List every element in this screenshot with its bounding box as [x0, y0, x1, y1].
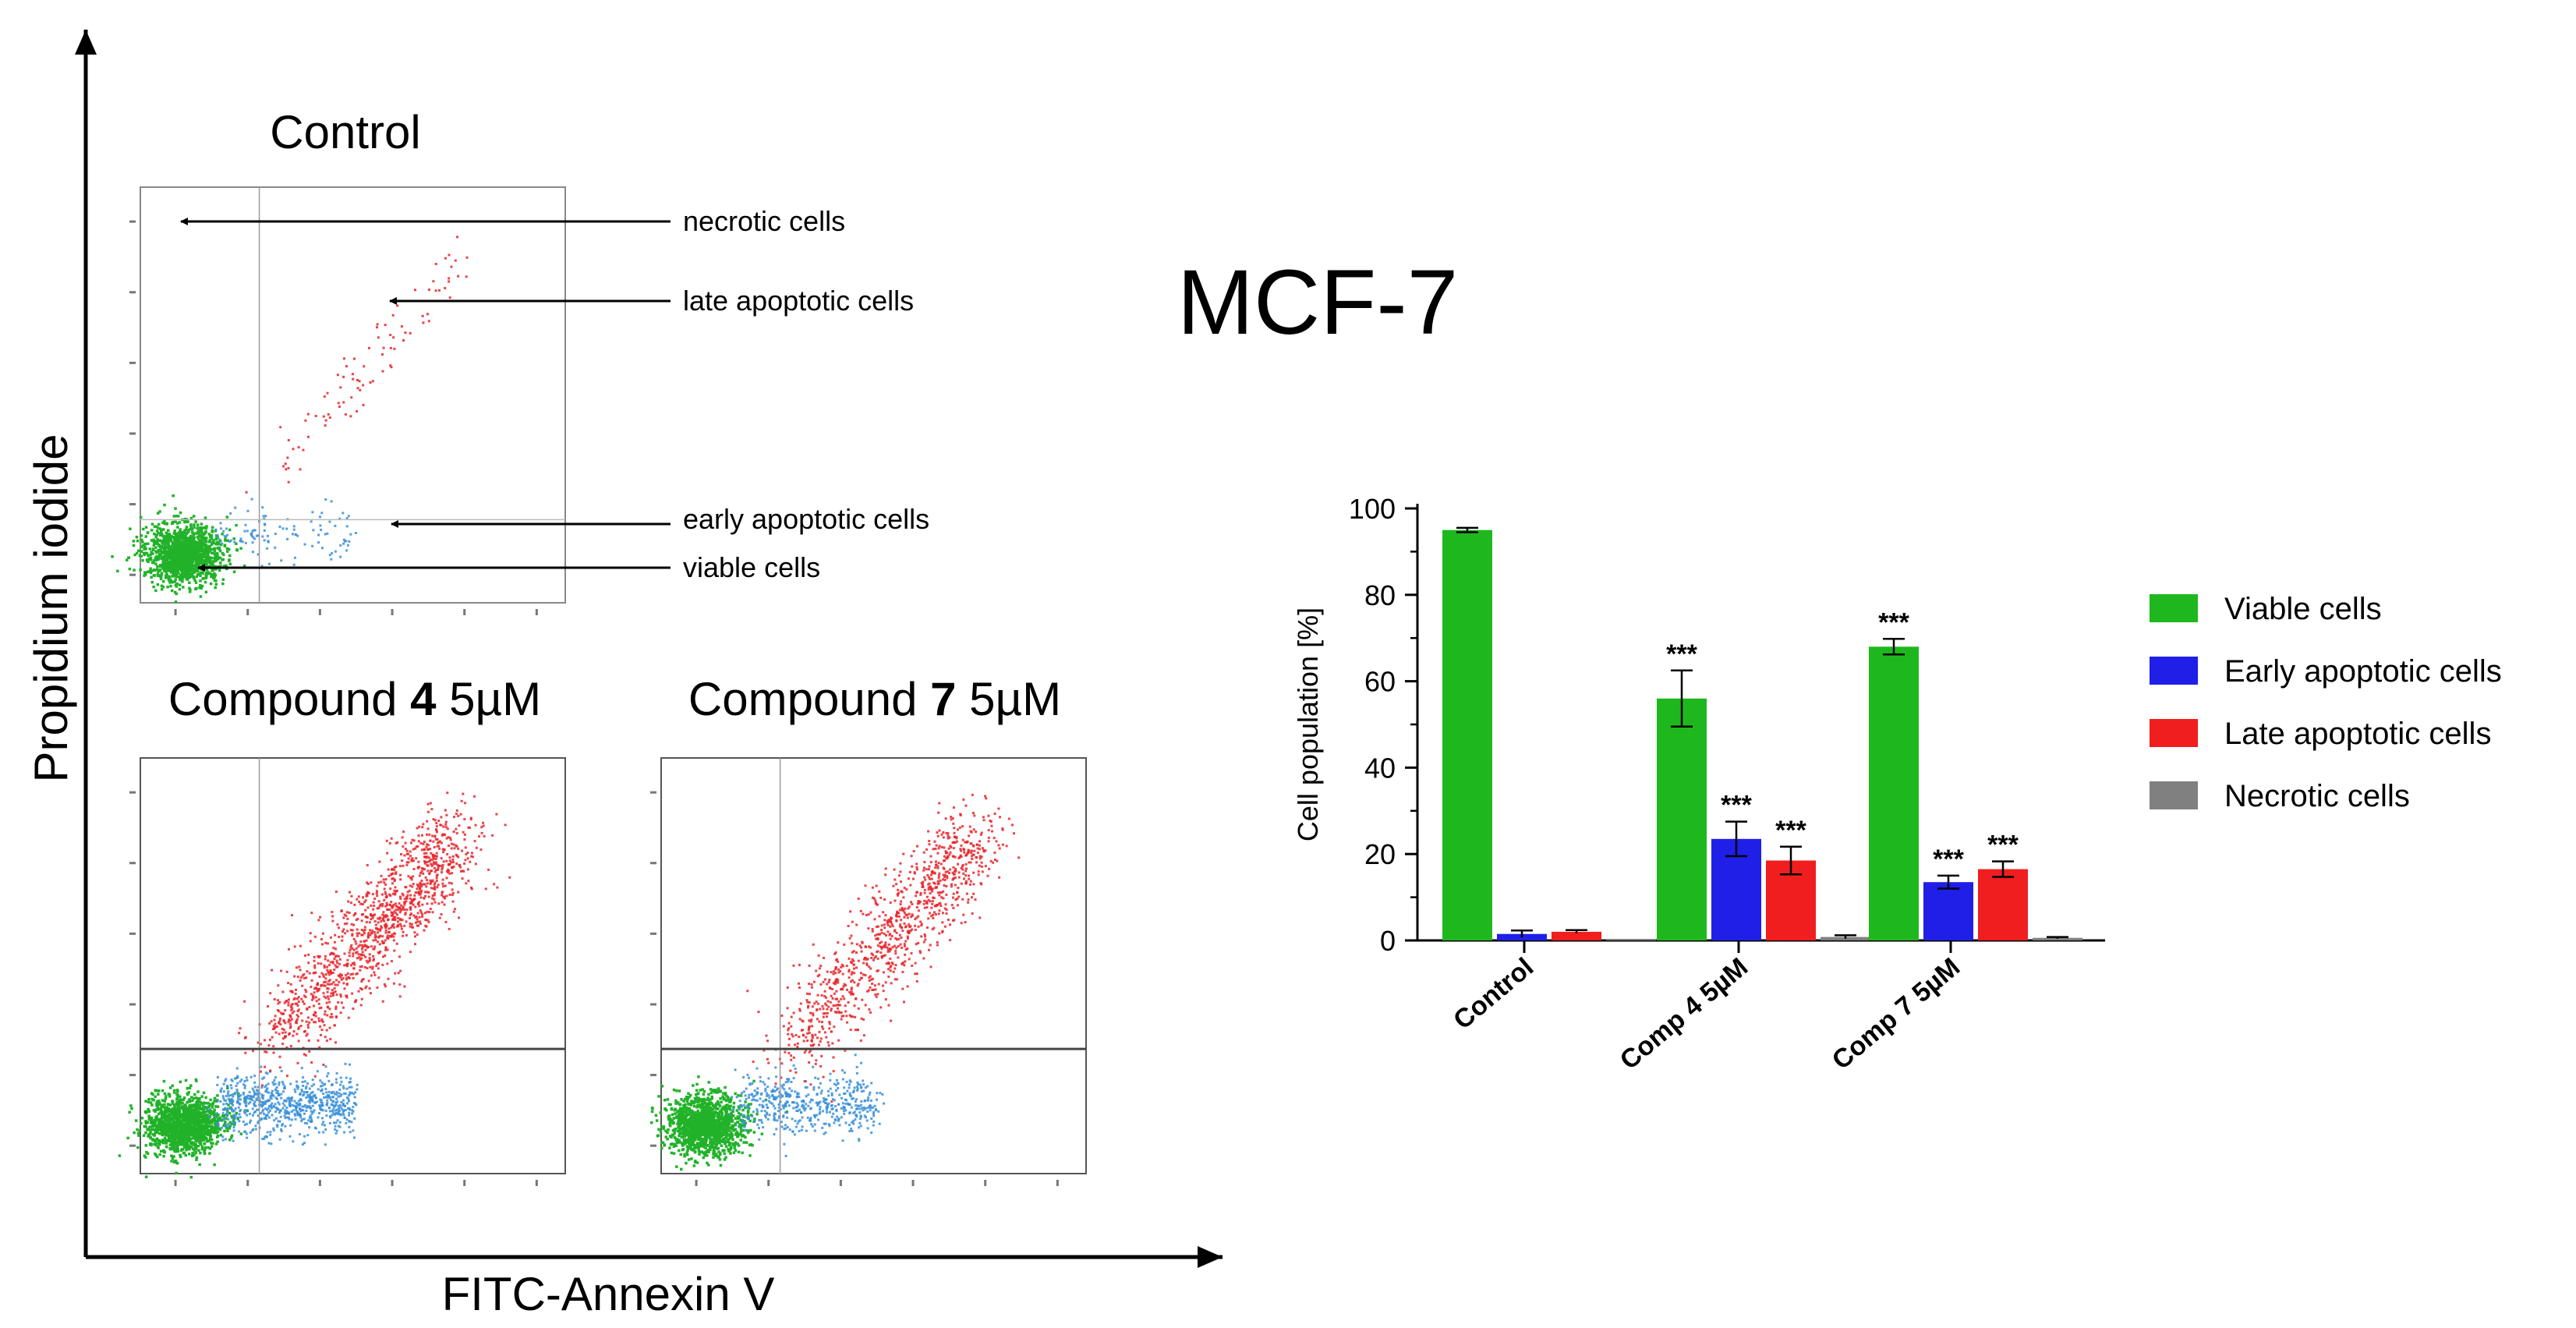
significance-label: ***: [1775, 816, 1806, 845]
label-early-apoptotic-cells: early apoptotic cells: [683, 503, 929, 535]
legend-swatch: [2150, 719, 2198, 747]
legend-swatch: [2150, 594, 2198, 622]
y-tick-label: 100: [1349, 493, 1396, 525]
panel-title-compound-4: Compound 4 5µM: [168, 673, 541, 725]
significance-label: ***: [1933, 845, 1964, 874]
panel-title-compound-7: Compound 7 5µM: [688, 673, 1061, 725]
bar: [1923, 882, 1973, 940]
significance-label: ***: [1721, 791, 1752, 820]
bar: [1869, 646, 1919, 940]
y-axis-label: Cell population [%]: [1292, 607, 1324, 841]
bar-chart: 0 20 40 60 80 100 Cell population [%] *** *** ***…: [1292, 493, 2502, 1075]
y-tick-label: 20: [1364, 838, 1396, 870]
significance-label: ***: [1878, 607, 1909, 637]
y-tick-label: 0: [1380, 925, 1396, 957]
dot-plot-compound-7: [650, 758, 1086, 1186]
legend-label: Necrotic cells: [2224, 779, 2410, 813]
label-late-apoptotic-cells: late apoptotic cells: [683, 285, 914, 317]
y-tick-label: 80: [1364, 579, 1396, 611]
bar: [1657, 699, 1707, 940]
figure-title: MCF-7: [1177, 251, 1459, 354]
legend-swatch: [2150, 657, 2198, 685]
label-necrotic-cells: necrotic cells: [683, 205, 845, 237]
legend-label: Viable cells: [2224, 592, 2382, 626]
dot-plot-control: [111, 187, 565, 615]
dot-plot-compound-4: [119, 758, 565, 1186]
label-viable-cells: viable cells: [683, 551, 820, 583]
legend-label: Late apoptotic cells: [2224, 717, 2491, 751]
panel-title-control: Control: [270, 106, 420, 158]
bar: [1978, 869, 2028, 940]
bar: [1606, 939, 1656, 940]
bar: [1442, 530, 1492, 940]
legend-swatch: [2150, 781, 2198, 809]
significance-label: ***: [1666, 639, 1697, 669]
significance-label: ***: [1987, 830, 2019, 860]
x-tick-label: Comp 7 5µM: [1827, 952, 1966, 1075]
y-tick-label: 40: [1364, 752, 1396, 784]
x-tick-label: Control: [1448, 952, 1539, 1036]
y-tick-label: 60: [1364, 666, 1396, 698]
x-tick-label: Comp 4 5µM: [1615, 952, 1753, 1075]
flow-x-axis-label: FITC-Annexin V: [442, 1268, 775, 1320]
flow-y-axis-label: Propidium iodide: [25, 434, 77, 783]
legend-label: Early apoptotic cells: [2224, 654, 2502, 689]
